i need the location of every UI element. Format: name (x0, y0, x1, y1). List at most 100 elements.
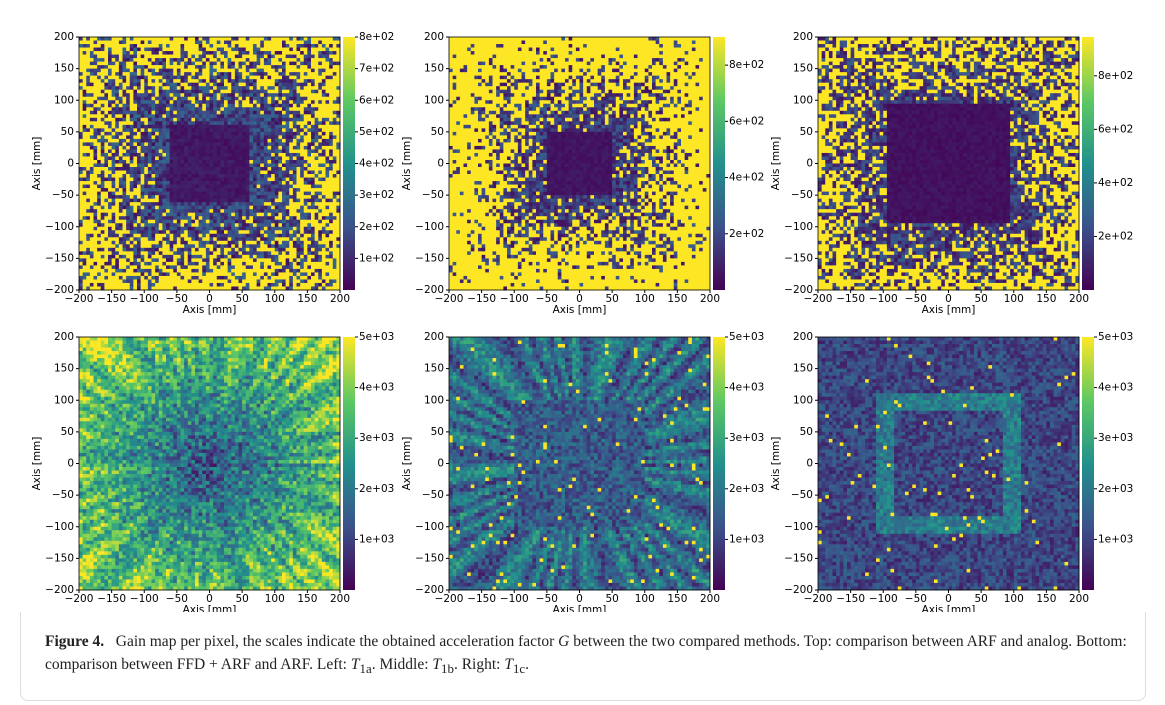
heatmap-cell (181, 104, 185, 108)
heatmap-cell (148, 44, 152, 48)
heatmap-cell (115, 97, 119, 101)
heatmap-cell (188, 62, 192, 66)
heatmap-cell (177, 83, 181, 87)
heatmap-cell (275, 58, 279, 62)
heatmap-cell (79, 107, 83, 111)
heatmap-cell (311, 69, 315, 73)
heatmap-cell (242, 86, 246, 90)
heatmap-cell (260, 93, 264, 97)
heatmap-cell (173, 97, 177, 101)
heatmap-cell (224, 76, 228, 80)
heatmap-cell (119, 90, 123, 94)
heatmap-cell (213, 41, 217, 45)
heatmap-cell (188, 37, 192, 41)
heatmap-cell (159, 79, 163, 83)
heatmap-cell (293, 79, 297, 83)
heatmap-cell (213, 62, 217, 66)
heatmap-cell (104, 65, 108, 69)
heatmap-cell (195, 37, 199, 41)
heatmap-cell (217, 97, 221, 101)
heatmap-cell (275, 69, 279, 73)
heatmap-cell (90, 83, 94, 87)
heatmap-cell (315, 37, 319, 41)
heatmap-cell (133, 65, 137, 69)
heatmap-cell (141, 55, 145, 59)
heatmap-cell (202, 65, 206, 69)
heatmap-cell (199, 44, 203, 48)
heatmap-cell (318, 48, 322, 52)
heatmap-cell (253, 83, 257, 87)
heatmap-cell (144, 62, 148, 66)
heatmap-cell (315, 44, 319, 48)
heatmap-cell (159, 55, 163, 59)
heatmap-cell (315, 90, 319, 94)
heatmap-cell (195, 100, 199, 104)
heatmap-cell (184, 51, 188, 55)
heatmap-cell (206, 76, 210, 80)
heatmap-cell (249, 86, 253, 90)
heatmap-cell (246, 51, 250, 55)
heatmap-cell (264, 62, 268, 66)
heatmap-cell (101, 83, 105, 87)
heatmap-cell (133, 41, 137, 45)
heatmap-cell (315, 69, 319, 73)
heatmap-cell (101, 69, 105, 73)
heatmap-cell (115, 58, 119, 62)
heatmap-cell (162, 93, 166, 97)
heatmap-cell (210, 76, 214, 80)
heatmap-cell (94, 48, 98, 52)
heatmap-cell (202, 37, 206, 41)
heatmap-cell (282, 104, 286, 108)
heatmap-cell (202, 79, 206, 83)
heatmap-cell (94, 111, 98, 115)
heatmap-cell (307, 44, 311, 48)
heatmap-cell (304, 107, 308, 111)
heatmap-cell (286, 65, 290, 69)
heatmap-cell (260, 90, 264, 94)
heatmap-cell (191, 97, 195, 101)
heatmap-cell (220, 100, 224, 104)
heatmap-cell (220, 72, 224, 76)
heatmap-cell (318, 100, 322, 104)
heatmap-cell (83, 79, 87, 83)
heatmap-cell (213, 104, 217, 108)
heatmap-cell (152, 76, 156, 80)
heatmap-cell (307, 58, 311, 62)
heatmap-cell (152, 72, 156, 76)
heatmap-cell (130, 100, 134, 104)
heatmap-cell (315, 107, 319, 111)
heatmap-cell (220, 97, 224, 101)
heatmap-cell (220, 69, 224, 73)
heatmap-cell (130, 90, 134, 94)
heatmap-cell (275, 97, 279, 101)
heatmap-cell (300, 107, 304, 111)
heatmap-cell (166, 97, 170, 101)
heatmap-cell (304, 100, 308, 104)
heatmap-cell (79, 86, 83, 90)
heatmap-cell (271, 41, 275, 45)
heatmap-cell (126, 97, 130, 101)
heatmap-cell (228, 55, 232, 59)
heatmap-cell (326, 58, 330, 62)
heatmap-cell (297, 90, 301, 94)
heatmap-cell (101, 86, 105, 90)
heatmap-cell (162, 104, 166, 108)
heatmap-cell (101, 41, 105, 45)
heatmap-cell (170, 104, 174, 108)
heatmap-cell (173, 90, 177, 94)
heatmap-cell (104, 55, 108, 59)
heatmap-cell (177, 37, 181, 41)
heatmap-cell (195, 44, 199, 48)
heatmap-cell (326, 69, 330, 73)
heatmap-cell (315, 93, 319, 97)
heatmap-cell (195, 55, 199, 59)
heatmap-cell (188, 104, 192, 108)
heatmap-cell (210, 69, 214, 73)
heatmap-cell (133, 107, 137, 111)
heatmap-cell (271, 104, 275, 108)
heatmap-cell (166, 48, 170, 52)
heatmap-cell (326, 44, 330, 48)
heatmap-cell (213, 65, 217, 69)
heatmap-cell (257, 93, 261, 97)
heatmap-cell (253, 62, 257, 66)
